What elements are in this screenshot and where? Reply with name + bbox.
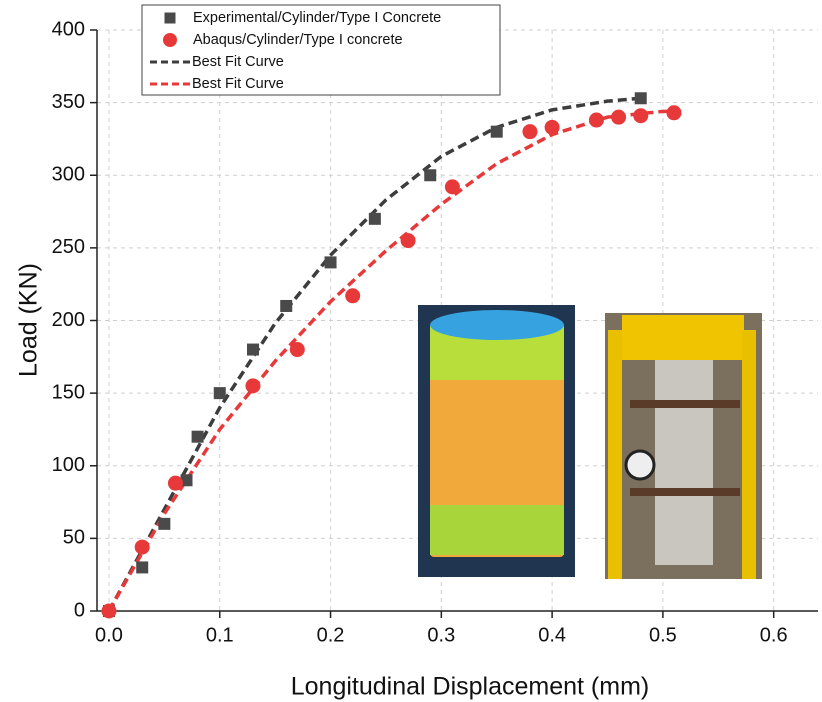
y-tick-label: 0 — [74, 599, 85, 621]
cylinder-top — [430, 310, 564, 340]
y-tick-label: 100 — [52, 454, 85, 476]
point — [164, 12, 176, 24]
point — [324, 256, 337, 269]
legend-box — [141, 4, 501, 96]
y-tick-label: 200 — [52, 309, 85, 331]
y-tick-label: 50 — [63, 527, 85, 549]
cylinder-bottom-band — [430, 505, 564, 555]
press-head — [622, 315, 744, 360]
plot: 0.0 0.1 0.2 0.3 0.4 0.5 0.6 0 50 100 150 200 250 300 3… — [52, 18, 818, 646]
point — [368, 212, 381, 225]
x-tick-label: 0.0 — [95, 624, 123, 646]
fit-curve — [107, 96, 641, 612]
y-tick-label: 250 — [52, 236, 85, 258]
point — [246, 343, 259, 356]
point — [180, 474, 193, 487]
point — [490, 125, 503, 138]
ring-top — [630, 400, 740, 408]
point — [424, 169, 437, 182]
ring-bottom — [630, 488, 740, 496]
cylinder-body — [430, 325, 564, 557]
point — [633, 108, 649, 124]
point — [136, 561, 149, 574]
x-axis-title: Longitudinal Displacement (mm) — [291, 673, 649, 701]
x-tick-label: 0.2 — [317, 624, 345, 646]
y-tick-label: 400 — [52, 18, 85, 40]
y-tick-label: 350 — [52, 91, 85, 113]
point — [289, 342, 305, 358]
legend-label: Best Fit Curve — [192, 76, 284, 92]
point — [158, 517, 171, 530]
y-axis-title: Load (KN) — [15, 263, 43, 377]
dial-gauge — [624, 449, 656, 481]
frame-left — [608, 330, 622, 579]
frame-right — [742, 330, 756, 579]
x-tick-label: 0.6 — [760, 624, 788, 646]
point — [213, 387, 226, 400]
legend-label: Best Fit Curve — [192, 54, 284, 70]
point — [280, 299, 293, 312]
x-tick-label: 0.3 — [427, 624, 455, 646]
point — [163, 33, 177, 47]
point — [101, 603, 117, 619]
point — [666, 105, 682, 121]
point — [245, 378, 261, 394]
point — [634, 92, 647, 105]
specimen — [655, 360, 713, 565]
point — [345, 288, 361, 304]
point — [167, 475, 183, 491]
point — [191, 430, 204, 443]
point — [400, 233, 416, 249]
y-tick-label: 300 — [52, 164, 85, 186]
point — [134, 539, 150, 555]
legend: Experimental/Cylinder/Type I Concrete Aba… — [150, 10, 441, 92]
point — [588, 112, 604, 128]
legend-label: Experimental/Cylinder/Type I Concrete — [193, 10, 441, 26]
legend-label: Abaqus/Cylinder/Type I concrete — [193, 32, 403, 48]
insets — [418, 305, 762, 579]
y-tick-label: 150 — [52, 381, 85, 403]
point — [444, 179, 460, 195]
x-tick-label: 0.4 — [538, 624, 566, 646]
point — [522, 124, 538, 140]
x-tick-label: 0.1 — [206, 624, 234, 646]
point — [611, 109, 627, 125]
point — [544, 119, 560, 135]
x-tick-label: 0.5 — [649, 624, 677, 646]
